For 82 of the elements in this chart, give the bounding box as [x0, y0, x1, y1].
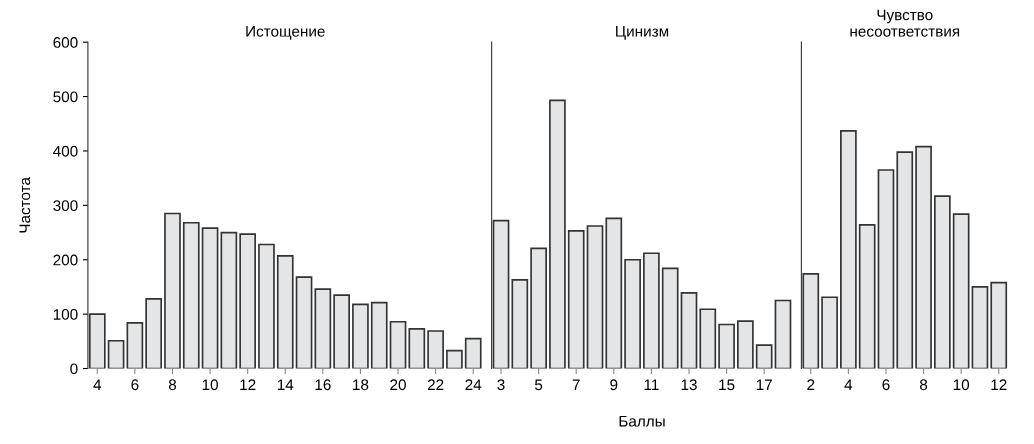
bar	[915, 145, 932, 369]
bar	[971, 286, 989, 369]
bar	[295, 276, 313, 369]
x-tick-label: 11	[644, 379, 659, 391]
bar	[755, 344, 773, 369]
bar	[840, 130, 857, 369]
bar	[107, 339, 125, 369]
bar	[314, 288, 332, 369]
bar	[333, 294, 350, 369]
y-tick-label: 0	[70, 363, 78, 375]
chart-title: Цинизм	[616, 26, 669, 40]
bar	[567, 230, 585, 369]
x-tick-label: 15	[719, 379, 735, 391]
y-tick-label: 400	[53, 145, 78, 157]
bar	[990, 281, 1008, 369]
x-tick-label: 12	[240, 379, 256, 391]
y-tick-label: 200	[53, 254, 78, 266]
bar	[952, 213, 970, 369]
bar	[530, 247, 547, 369]
bar	[699, 308, 717, 369]
bar	[877, 169, 895, 369]
bar	[643, 252, 660, 369]
x-axis-title: Баллы	[619, 415, 665, 427]
bar	[821, 296, 838, 369]
bar	[276, 255, 294, 369]
bar	[934, 195, 951, 369]
x-tick-label: 9	[610, 379, 618, 391]
chart-title: Чувство несоответствия	[850, 9, 960, 37]
y-axis-title: Частота	[19, 177, 31, 233]
bar	[201, 227, 219, 369]
bar	[858, 224, 876, 369]
y-tick-label: 100	[53, 309, 78, 320]
y-tick-label: 600	[53, 37, 78, 48]
bar	[126, 321, 144, 369]
bar	[389, 320, 407, 369]
x-tick-label: 6	[131, 379, 139, 391]
bar	[896, 151, 914, 369]
bar	[145, 298, 163, 369]
x-tick-label: 24	[465, 379, 482, 391]
bar	[258, 243, 275, 369]
x-tick-label: 22	[427, 379, 444, 391]
bar	[408, 327, 426, 369]
bar	[220, 231, 238, 369]
x-tick-label: 2	[807, 379, 815, 391]
bar	[680, 292, 698, 369]
bar	[352, 303, 369, 369]
x-tick-label: 4	[93, 379, 102, 391]
bar	[370, 301, 388, 369]
bar	[661, 267, 679, 369]
y-tick-label: 500	[53, 91, 78, 103]
chart-title: Истощение	[246, 26, 325, 40]
x-tick-label: 8	[919, 379, 928, 391]
bar	[586, 225, 604, 369]
x-tick-label: 10	[202, 379, 218, 391]
bar	[182, 221, 200, 369]
bar	[164, 212, 181, 369]
x-tick-label: 10	[953, 379, 970, 391]
bar	[239, 233, 257, 369]
x-tick-label: 3	[497, 379, 505, 391]
x-tick-label: 12	[991, 379, 1007, 391]
x-tick-label: 13	[681, 379, 697, 391]
y-tick-label: 300	[53, 200, 78, 212]
x-tick-label: 6	[882, 379, 890, 391]
bar	[427, 330, 444, 369]
x-tick-label: 18	[353, 379, 369, 391]
bar	[737, 320, 754, 369]
x-tick-label: 4	[844, 379, 853, 391]
x-tick-label: 5	[534, 379, 543, 391]
x-tick-label: 17	[756, 379, 772, 391]
bar	[624, 258, 641, 369]
x-tick-label: 14	[277, 379, 294, 391]
x-tick-label: 20	[390, 379, 406, 391]
bar	[446, 349, 463, 369]
bar	[549, 99, 566, 369]
bar	[774, 299, 792, 369]
bar	[511, 279, 529, 369]
x-tick-label: 16	[315, 379, 331, 391]
bar	[464, 337, 482, 369]
bar	[718, 323, 735, 369]
bar	[605, 217, 623, 369]
x-tick-label: 7	[572, 379, 580, 391]
x-tick-label: 8	[168, 379, 177, 391]
